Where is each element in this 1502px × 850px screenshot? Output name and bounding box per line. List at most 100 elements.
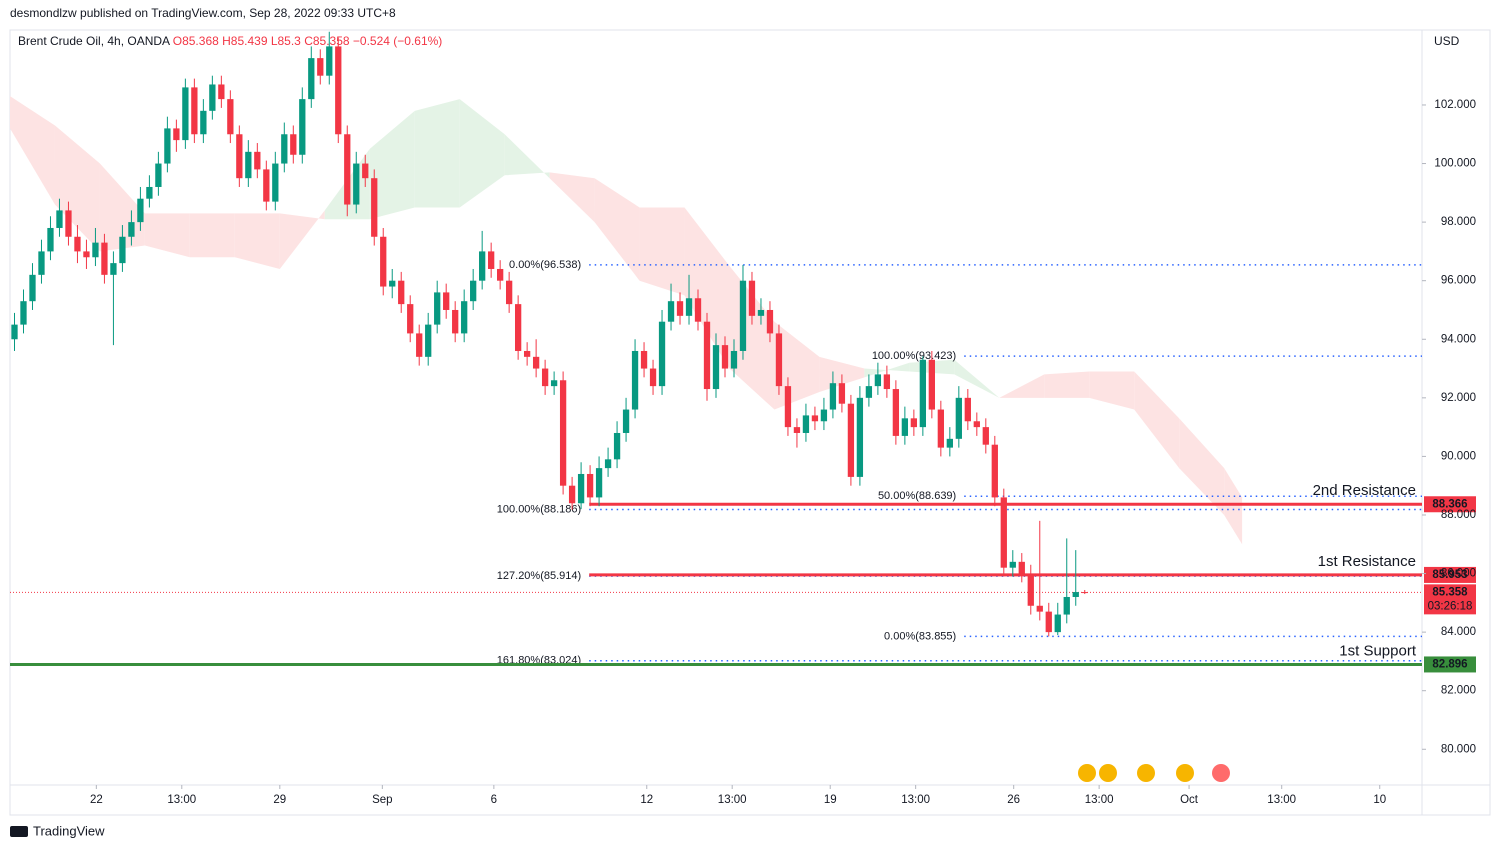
event-icons xyxy=(1078,764,1230,782)
candle-body xyxy=(838,383,846,404)
candle-body xyxy=(739,280,747,351)
brand: TradingView xyxy=(10,823,105,838)
candle-body xyxy=(748,280,756,316)
x-tick-label: 6 xyxy=(491,794,497,806)
level-label: 2nd Resistance xyxy=(1313,482,1416,499)
cloud-segment xyxy=(1089,371,1135,410)
candle-body xyxy=(982,427,989,445)
candle-body xyxy=(65,210,72,237)
candle-body xyxy=(514,304,522,351)
change: −0.524 (−0.61%) xyxy=(353,34,442,48)
candle-body xyxy=(820,409,828,422)
level-label: 1st Resistance xyxy=(1318,553,1416,570)
candle-body xyxy=(901,418,909,436)
candle-body xyxy=(523,350,531,357)
candle-body xyxy=(541,368,549,387)
candle-body xyxy=(317,58,324,76)
candle-body xyxy=(281,134,288,164)
cloud-segment xyxy=(954,359,1000,398)
candle-body xyxy=(973,421,980,428)
cloud-segment xyxy=(594,178,640,281)
axes: 80.000 82.000 84.000 86.000 88.000 90.000 92.0… xyxy=(90,99,1476,806)
level-tag xyxy=(1424,496,1476,513)
ohlc: O85.368 H85.439 L85.3 C85.358 xyxy=(173,34,350,48)
level-label: 1st Support xyxy=(1339,642,1417,659)
level-tag xyxy=(1424,656,1476,673)
header: Brent Crude Oil, 4h, OANDA O85.368 H85.4… xyxy=(18,34,442,48)
x-tick-label: Sep xyxy=(372,794,392,806)
event-icon xyxy=(1212,764,1230,782)
y-tick-label: 96.000 xyxy=(1441,275,1476,287)
ichimoku-cloud xyxy=(10,96,1243,545)
candle-body xyxy=(452,309,459,334)
fib-label: 0.00%(83.855) xyxy=(884,630,956,642)
cloud-segment xyxy=(54,125,100,252)
candle-body xyxy=(721,345,729,369)
candle-body xyxy=(676,301,684,316)
x-tick-label: 12 xyxy=(640,794,653,806)
x-tick-label: Oct xyxy=(1180,794,1199,806)
candle-body xyxy=(344,134,351,205)
candle-body xyxy=(443,292,450,310)
candle-body xyxy=(1054,614,1061,633)
candle-body xyxy=(613,432,621,460)
candle-body xyxy=(272,163,279,202)
candle-body xyxy=(353,163,360,205)
candle-body xyxy=(407,304,414,334)
level-tag-label: 85.953 xyxy=(1432,569,1467,581)
x-tick-label: 22 xyxy=(90,794,103,806)
candle-body xyxy=(218,84,225,100)
fib-label: 50.00%(88.639) xyxy=(878,490,956,502)
candle-body xyxy=(1072,592,1079,597)
fib-label: 127.20%(85.914) xyxy=(497,570,581,582)
candle-body xyxy=(56,210,63,228)
candle-body xyxy=(488,251,495,269)
fib-label: 100.00%(88.186) xyxy=(497,503,581,515)
candles xyxy=(11,31,1088,637)
candle-body xyxy=(335,46,342,135)
candle-body xyxy=(550,380,558,387)
candle-body xyxy=(362,163,369,179)
candle-body xyxy=(865,386,873,398)
y-tick-label: 90.000 xyxy=(1441,450,1476,462)
cloud-segment xyxy=(549,172,595,223)
candle-body xyxy=(308,58,315,100)
candle-body xyxy=(604,459,612,469)
cloud-segment xyxy=(1224,468,1243,545)
candle-body xyxy=(479,251,486,281)
candle-body xyxy=(784,386,792,428)
candle-body xyxy=(398,280,405,305)
cloud-segment xyxy=(1044,371,1090,398)
candle-body xyxy=(83,251,90,258)
candle-body xyxy=(434,292,441,325)
y-tick-label: 84.000 xyxy=(1441,626,1476,638)
event-icon xyxy=(1137,764,1155,782)
candle-body xyxy=(1063,596,1070,615)
y-tick-label: 102.000 xyxy=(1434,99,1476,111)
cloud-segment xyxy=(414,99,460,208)
candle-body xyxy=(389,280,396,287)
candle-body xyxy=(92,242,99,258)
candle-body xyxy=(254,151,261,170)
candle-body xyxy=(568,485,576,504)
candle-body xyxy=(1045,611,1052,633)
candle-body xyxy=(946,438,953,448)
candle-body xyxy=(649,368,657,387)
candle-body xyxy=(775,333,783,387)
currency: USD xyxy=(1434,34,1460,48)
y-tick-label: 92.000 xyxy=(1441,392,1476,404)
candle-body xyxy=(631,350,639,410)
candle-body xyxy=(910,418,918,428)
candle-body xyxy=(164,128,171,164)
candle-body xyxy=(1018,561,1025,574)
candle-body xyxy=(928,359,935,410)
candle-body xyxy=(874,374,882,387)
candle-body xyxy=(128,222,135,237)
cloud-segment xyxy=(639,207,685,296)
cloud-segment xyxy=(459,99,505,208)
cloud-segment xyxy=(999,374,1045,398)
candle-body xyxy=(290,134,297,155)
event-icon xyxy=(1099,764,1117,782)
